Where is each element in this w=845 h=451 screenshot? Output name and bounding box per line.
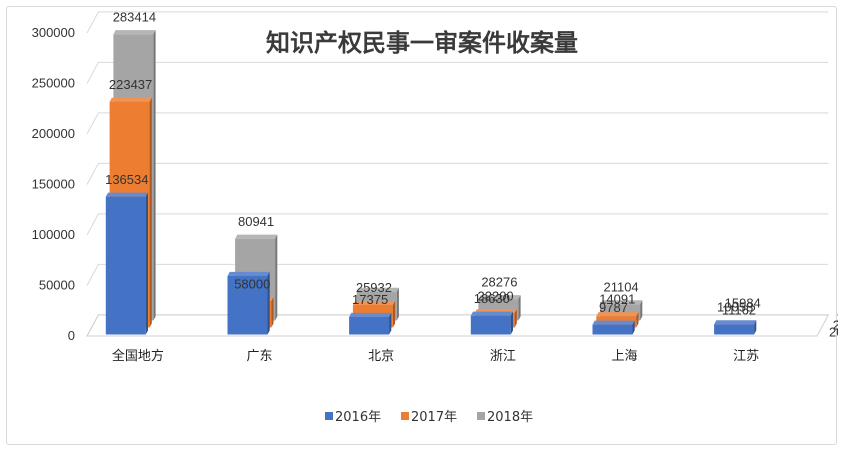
bar-side — [392, 301, 396, 328]
legend-label: 2018年 — [487, 410, 533, 425]
y-axis: 0 50000 100000 150000 200000 250000 300000 — [32, 25, 75, 343]
bar — [105, 192, 148, 335]
bar-side — [510, 311, 513, 335]
bar-side — [518, 295, 521, 321]
bar-top — [592, 320, 635, 325]
chart-svg: 知识产权民事一审案件收案量 0 50000 100000 150000 200000 25… — [32, 9, 838, 425]
data-label: 18630 — [474, 291, 510, 306]
legend-label: 2017年 — [411, 410, 457, 425]
bar-top — [105, 192, 148, 197]
gridline — [86, 263, 829, 286]
bar-front — [105, 196, 146, 335]
bar-side — [636, 312, 639, 328]
bar-side — [754, 320, 757, 335]
data-label: 21104 — [603, 279, 638, 294]
depth-axis-label: 2017年 — [833, 317, 838, 332]
y-tick-label: 300000 — [32, 25, 75, 40]
bar-top — [470, 311, 513, 316]
bar-side — [396, 287, 399, 321]
data-label: 80941 — [238, 214, 274, 229]
data-label: 11162 — [722, 303, 756, 318]
bar-front — [592, 324, 633, 335]
gridline — [86, 213, 829, 236]
y-tick-label: 200000 — [32, 126, 75, 141]
bar-top — [356, 287, 399, 292]
legend-swatch — [477, 412, 485, 420]
gridline — [86, 11, 829, 34]
bar-side — [271, 297, 274, 328]
bar-front — [227, 275, 268, 335]
y-tick-label: 50000 — [39, 278, 75, 293]
legend-swatch — [401, 412, 409, 420]
bar-top — [352, 301, 396, 306]
bar — [470, 311, 513, 335]
bar-side — [149, 97, 152, 328]
bar-front — [714, 324, 755, 335]
bar-top — [227, 271, 270, 276]
bar-top — [235, 234, 278, 239]
legend: 2016年 2017年 2018年 — [325, 410, 533, 425]
data-label: 28276 — [481, 274, 517, 289]
data-label: 223437 — [109, 77, 152, 92]
bar-side — [632, 320, 635, 335]
chart-card: 知识产权民事一审案件收案量 0 50000 100000 150000 200000 25… — [6, 6, 838, 445]
data-label: 22200 — [478, 288, 514, 303]
data-label: 10058 — [717, 300, 753, 315]
data-label: 17375 — [352, 292, 388, 307]
y-tick-label: 0 — [68, 328, 75, 343]
bar-side — [275, 234, 278, 321]
category-label: 江苏 — [733, 348, 759, 364]
bar-side — [267, 271, 270, 335]
gridlines — [86, 11, 830, 337]
data-label: 15984 — [725, 296, 761, 311]
bar — [714, 320, 757, 335]
category-label: 浙江 — [490, 349, 516, 364]
bar-top — [600, 300, 643, 305]
bars — [105, 30, 757, 335]
bar-top — [478, 295, 521, 300]
y-tick-label: 250000 — [32, 76, 75, 91]
bar — [592, 320, 635, 335]
bar — [349, 312, 392, 335]
bar-side — [389, 312, 392, 335]
chart-title: 知识产权民事一审案件收案量 — [266, 29, 578, 57]
category-axis: 全国地方 广东 北京 浙江 上海 江苏 — [112, 348, 759, 364]
bar-top — [109, 97, 152, 102]
data-label: 9787 — [599, 300, 628, 315]
legend-label: 2016年 — [335, 410, 381, 425]
y-tick-label: 150000 — [32, 177, 75, 192]
bar-front — [470, 315, 511, 335]
depth-axis-label: 2018年 — [837, 310, 838, 325]
bar-top — [349, 312, 392, 317]
data-label: 283414 — [113, 9, 156, 24]
category-label: 全国地方 — [112, 348, 164, 364]
bar-top — [596, 312, 639, 317]
bar — [227, 271, 270, 335]
y-tick-label: 100000 — [32, 227, 75, 242]
category-label: 广东 — [246, 349, 272, 364]
data-label: 58000 — [234, 276, 270, 291]
bar-front — [349, 317, 390, 335]
bar-side — [153, 30, 156, 321]
data-label: 14091 — [599, 291, 635, 306]
gridline — [86, 162, 829, 185]
depth-axis-label: 2016年 — [829, 324, 838, 339]
data-label: 136534 — [105, 172, 148, 187]
bar-side — [145, 192, 148, 335]
gridline — [86, 112, 829, 135]
bar-top — [714, 320, 757, 325]
category-label: 上海 — [611, 349, 637, 364]
bar-side — [514, 309, 517, 328]
bar-side — [640, 300, 643, 321]
bar-top — [113, 30, 156, 35]
gridline — [86, 61, 829, 84]
data-label: 25932 — [356, 280, 392, 295]
legend-swatch — [325, 412, 333, 420]
floor-outline — [86, 314, 830, 337]
category-label: 北京 — [368, 349, 394, 364]
